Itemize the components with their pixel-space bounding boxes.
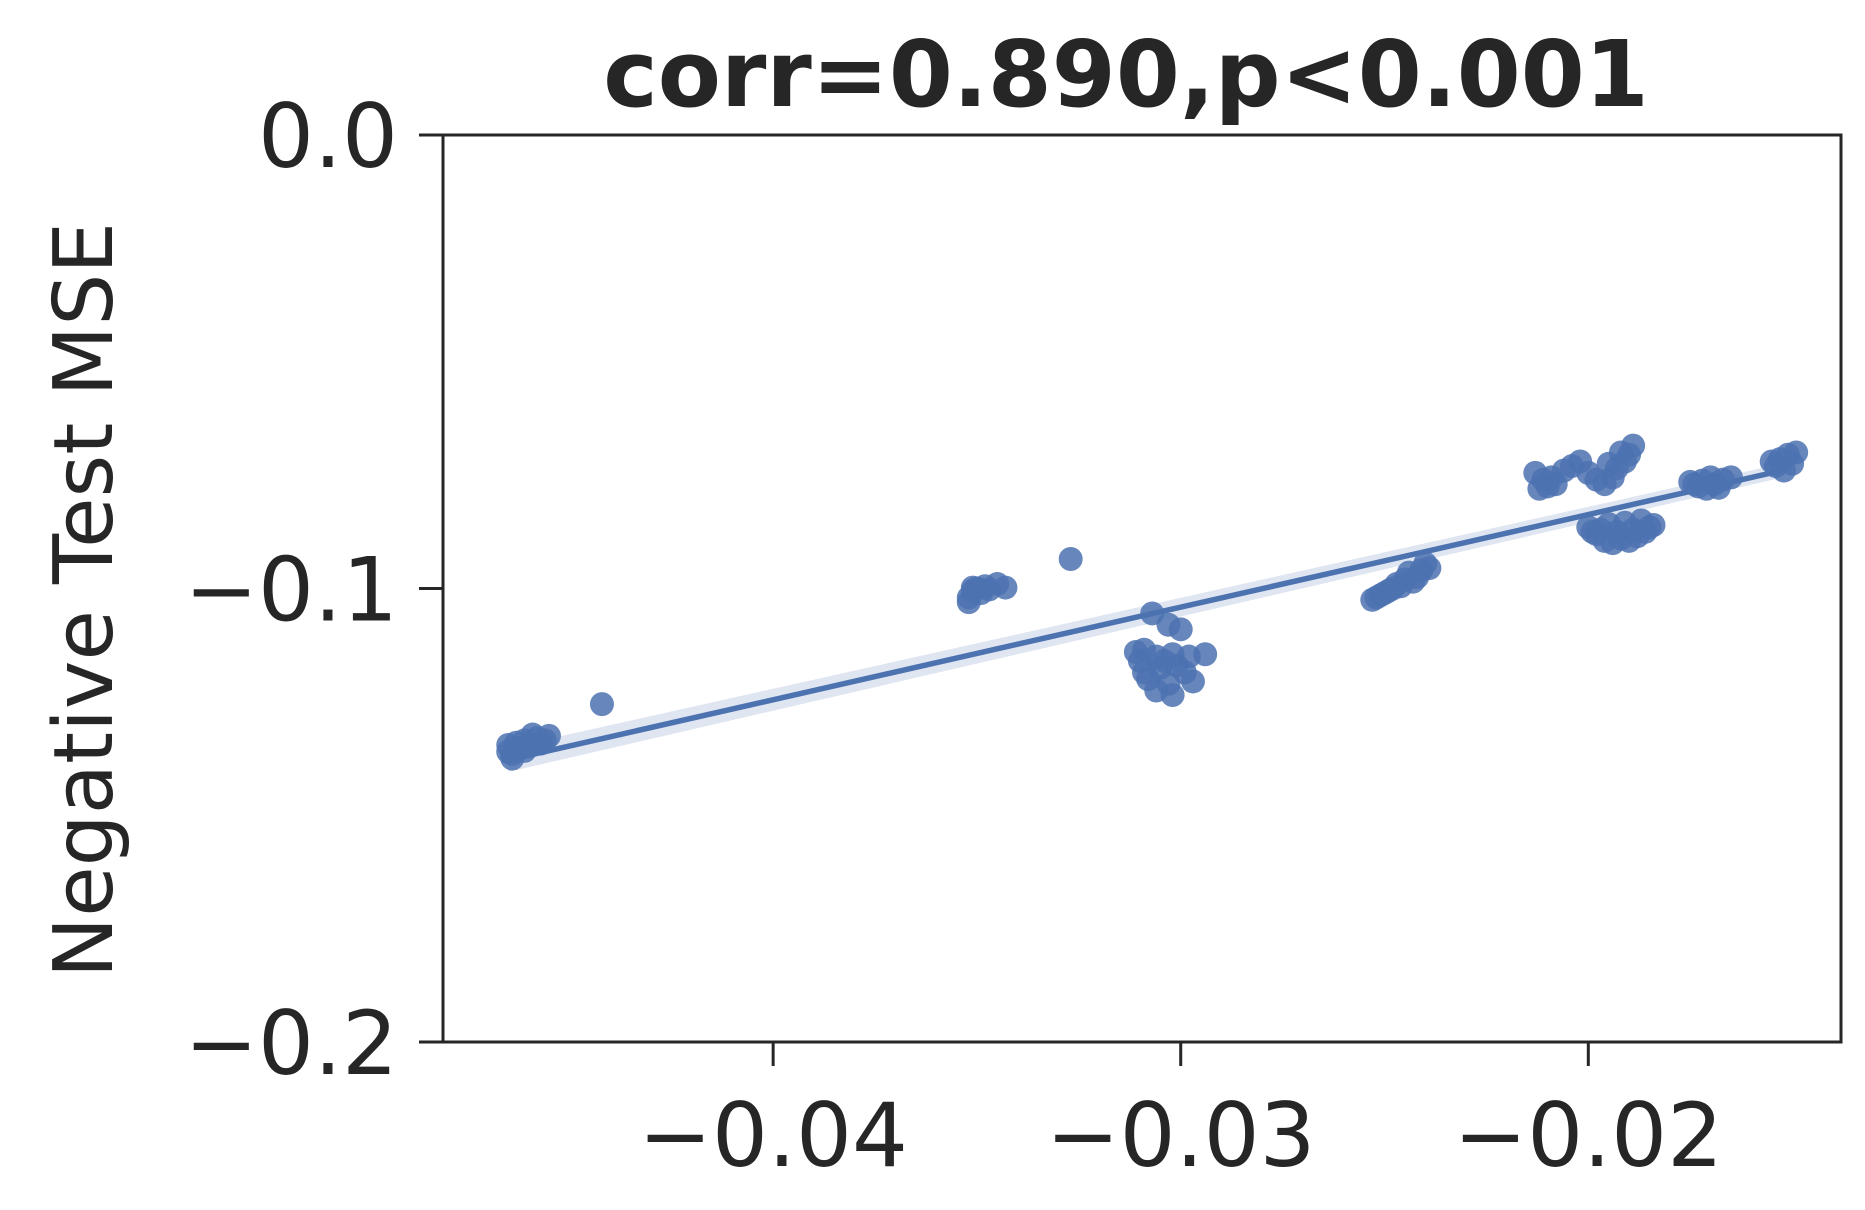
- x-tick-label: −0.02: [1453, 1084, 1723, 1187]
- plot-area: [496, 433, 1809, 772]
- x-axis: −0.04 −0.03 −0.02: [638, 1042, 1723, 1187]
- data-point: [1417, 556, 1442, 581]
- data-point: [993, 575, 1018, 600]
- y-tick-label: 0.0: [258, 85, 398, 188]
- x-tick-label: −0.04: [638, 1084, 908, 1187]
- data-point: [1152, 649, 1177, 674]
- plot-frame: [441, 133, 1843, 1044]
- data-point: [956, 590, 981, 615]
- data-point: [1193, 642, 1218, 667]
- y-axis-label: Negative Test MSE: [37, 222, 132, 978]
- x-tick-label: −0.03: [1046, 1084, 1316, 1187]
- chart-title: corr=0.890,p<0.001: [603, 21, 1648, 128]
- data-point: [1168, 617, 1193, 642]
- regression-line: [505, 468, 1783, 763]
- data-point: [1401, 569, 1426, 594]
- data-point: [1058, 547, 1083, 572]
- data-point: [1160, 683, 1185, 708]
- data-point: [589, 692, 614, 717]
- data-points-layer: [496, 433, 1809, 771]
- data-point: [1132, 660, 1157, 685]
- data-point: [1376, 578, 1401, 603]
- y-axis: 0.0 −0.1 −0.2: [184, 85, 443, 1095]
- data-point: [1539, 465, 1564, 490]
- data-point: [1629, 508, 1654, 533]
- regression-line-layer: [505, 468, 1783, 763]
- data-point: [1580, 519, 1605, 544]
- data-point: [1172, 660, 1197, 685]
- y-tick-label: −0.1: [184, 539, 398, 642]
- y-tick-label: −0.2: [184, 992, 398, 1095]
- data-point: [1596, 451, 1621, 476]
- data-point: [532, 728, 557, 753]
